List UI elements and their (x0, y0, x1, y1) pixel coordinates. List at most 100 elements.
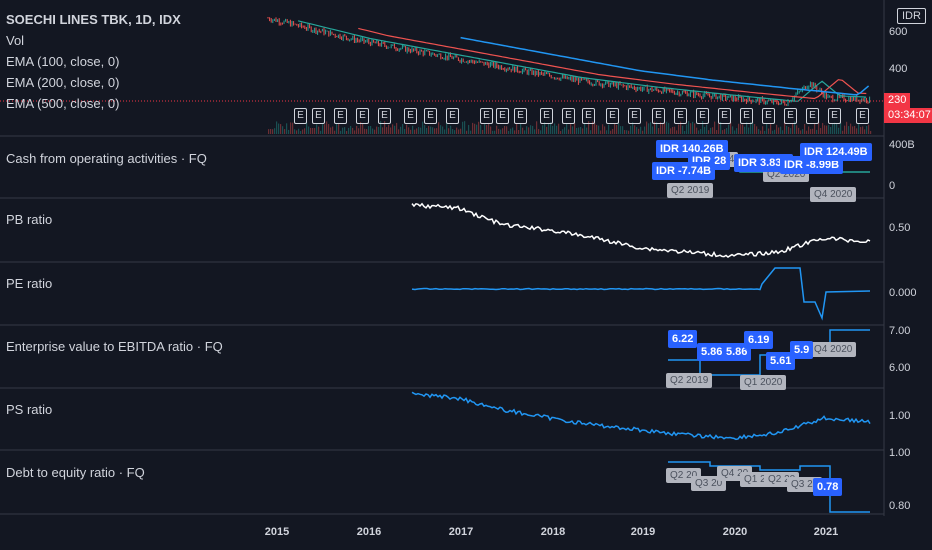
volume-bar (636, 127, 638, 134)
volume-bar (422, 121, 424, 134)
quarter-tag[interactable]: Q2 2019 (667, 183, 714, 198)
volume-bar (706, 124, 708, 134)
x-tick-label: 2017 (448, 526, 474, 538)
ema500-line (460, 36, 870, 96)
cash-bubble[interactable]: IDR -7.74B (652, 162, 716, 180)
earnings-marker[interactable]: E (806, 108, 819, 124)
x-tick-label: 2018 (540, 526, 566, 538)
ev-bubble[interactable]: 6.19 (744, 331, 774, 349)
volume-bar (840, 122, 842, 134)
volume-bar (310, 127, 312, 134)
earnings-marker[interactable]: E (356, 108, 369, 124)
earnings-marker[interactable]: E (378, 108, 391, 124)
quarter-tag[interactable]: Q4 2020 (810, 187, 857, 202)
earnings-marker[interactable]: E (674, 108, 687, 124)
volume-bar (450, 125, 452, 134)
volume-bar (438, 122, 440, 134)
earnings-marker[interactable]: E (740, 108, 753, 124)
ps-ratio-line (411, 391, 871, 441)
volume-bar (548, 123, 550, 134)
volume-bar (726, 128, 728, 134)
pane-label-cash: Cash from operating activities · FQ (6, 151, 207, 166)
ema500-legend: EMA (500, close, 0) (6, 96, 120, 111)
quarter-tag[interactable]: Q1 2020 (740, 375, 787, 390)
pb-ratio-line (411, 202, 871, 259)
earnings-marker[interactable]: E (606, 108, 619, 124)
volume-bar (270, 128, 272, 134)
volume-bar (610, 130, 612, 134)
volume-bar (340, 130, 342, 134)
earnings-marker[interactable]: E (718, 108, 731, 124)
quarter-tag[interactable]: Q4 2020 (810, 342, 857, 357)
earnings-marker[interactable]: E (480, 108, 493, 124)
ema100-legend: EMA (100, close, 0) (6, 54, 120, 69)
volume-bar (722, 130, 724, 134)
volume-bar (700, 129, 702, 134)
volume-bar (456, 127, 458, 134)
volume-bar (812, 128, 814, 134)
earnings-marker[interactable]: E (582, 108, 595, 124)
volume-bar (296, 130, 298, 134)
volume-bar (428, 126, 430, 134)
x-tick-label: 2019 (630, 526, 656, 538)
earnings-marker[interactable]: E (628, 108, 641, 124)
ev-axis-label: 6.00 (889, 362, 911, 374)
volume-bar (784, 121, 786, 134)
earnings-marker[interactable]: E (540, 108, 553, 124)
quarter-tag[interactable]: Q2 2019 (666, 373, 713, 388)
ev-bubble[interactable]: 5.61 (766, 352, 796, 370)
volume-bar (816, 129, 818, 134)
volume-bar (554, 123, 556, 134)
volume-bar (642, 130, 644, 134)
ev-bubble[interactable]: 6.22 (668, 330, 698, 348)
volume-bar (454, 130, 456, 134)
volume-bar (424, 125, 426, 134)
volume-bar (630, 125, 632, 134)
earnings-marker[interactable]: E (404, 108, 417, 124)
volume-bar (800, 130, 802, 134)
volume-bar (332, 126, 334, 134)
volume-bar (754, 124, 756, 134)
earnings-marker[interactable]: E (784, 108, 797, 124)
volume-bar (596, 124, 598, 134)
volume-bar (400, 126, 402, 134)
volume-bar (580, 127, 582, 134)
volume-bar (352, 127, 354, 134)
earnings-marker[interactable]: E (446, 108, 459, 124)
volume-bar (864, 129, 866, 134)
ev-bubble[interactable]: 5.86 (697, 343, 727, 361)
volume-bar (622, 126, 624, 134)
earnings-marker[interactable]: E (562, 108, 575, 124)
volume-bar (788, 126, 790, 134)
volume-bar (338, 122, 340, 134)
volume-bar (664, 123, 666, 134)
volume-bar (472, 122, 474, 134)
earnings-marker[interactable]: E (828, 108, 841, 124)
earnings-marker[interactable]: E (496, 108, 509, 124)
currency-button[interactable]: IDR (897, 8, 926, 24)
earnings-marker[interactable]: E (514, 108, 527, 124)
volume-bar (336, 123, 338, 134)
volume-bar (764, 130, 766, 134)
volume-bar (372, 128, 374, 134)
earnings-marker[interactable]: E (696, 108, 709, 124)
volume-bar (710, 127, 712, 134)
ev-bubble[interactable]: 5.9 (790, 341, 814, 359)
volume-bar (304, 128, 306, 134)
de-bubble[interactable]: 0.78 (813, 478, 843, 496)
earnings-marker[interactable]: E (652, 108, 665, 124)
earnings-marker[interactable]: E (424, 108, 437, 124)
volume-bar (708, 130, 710, 134)
volume-bar (476, 124, 478, 134)
earnings-marker[interactable]: E (856, 108, 869, 124)
cash-bubble[interactable]: IDR 3.83B (734, 154, 794, 172)
earnings-marker[interactable]: E (334, 108, 347, 124)
earnings-marker[interactable]: E (312, 108, 325, 124)
volume-bar (682, 125, 684, 134)
earnings-marker[interactable]: E (294, 108, 307, 124)
earnings-marker[interactable]: E (762, 108, 775, 124)
volume-bar (734, 130, 736, 134)
volume-bar (464, 121, 466, 134)
cash-bubble[interactable]: IDR 124.49B (800, 143, 872, 161)
